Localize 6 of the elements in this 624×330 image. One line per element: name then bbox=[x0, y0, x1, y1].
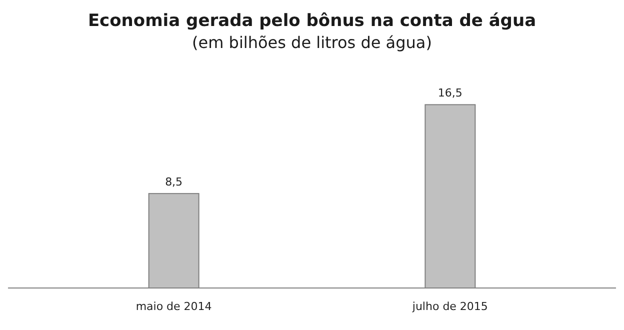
x-tick-label: julho de 2015 bbox=[411, 300, 488, 313]
chart-subtitle: (em bilhões de litros de água) bbox=[192, 33, 432, 52]
chart-title: Economia gerada pelo bônus na conta de água bbox=[88, 11, 536, 31]
x-tick-label: maio de 2014 bbox=[136, 300, 212, 313]
data-label: 16,5 bbox=[438, 86, 462, 100]
data-label: 8,5 bbox=[165, 176, 183, 189]
